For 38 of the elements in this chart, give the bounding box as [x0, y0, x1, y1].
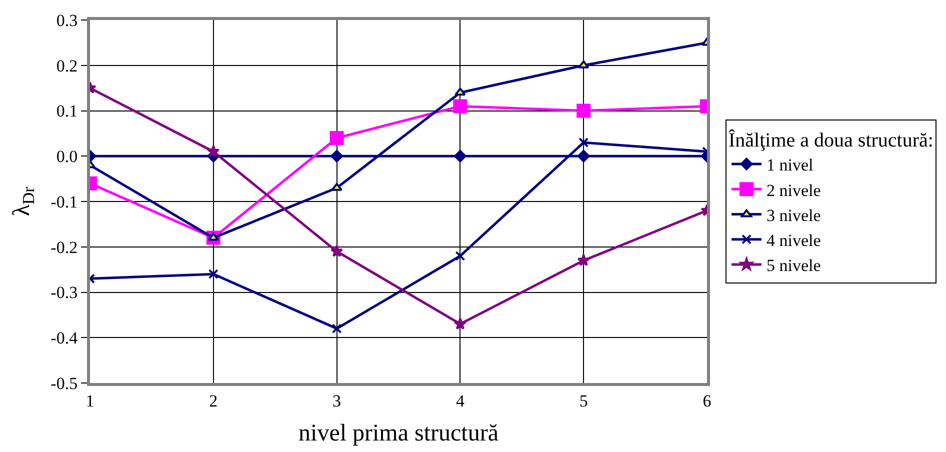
legend-title: Înălţime a doua structură: — [728, 128, 934, 152]
point — [332, 324, 342, 334]
legend-label: 1 nivel — [766, 156, 814, 175]
point — [207, 144, 220, 158]
x-tick-label: 1 — [86, 391, 94, 410]
x-tick-label: 4 — [456, 391, 465, 410]
point — [208, 232, 220, 241]
point — [454, 317, 467, 330]
legend-label: 4 nivele — [766, 230, 821, 250]
point — [330, 150, 343, 162]
x-tick-label: 6 — [702, 391, 712, 410]
point — [330, 244, 344, 257]
point — [330, 130, 344, 145]
y-tick-label: 0.2 — [56, 56, 78, 76]
legend-label: 5 nivele — [766, 256, 821, 276]
y-tick-label: 0.1 — [56, 102, 78, 121]
point — [454, 88, 466, 96]
point — [455, 250, 466, 261]
y-tick-label: 0.0 — [56, 147, 78, 166]
legend-label: 2 nivele — [766, 180, 821, 200]
y-tick-label: -0.2 — [50, 238, 78, 257]
point — [577, 254, 590, 266]
point — [453, 99, 468, 114]
point — [454, 150, 466, 162]
x-tick-label: 2 — [209, 391, 218, 410]
x-axis-title: nivel prima structură — [298, 420, 499, 447]
y-tick-label: -0.3 — [50, 283, 78, 302]
x-tick-label: 3 — [332, 391, 342, 410]
y-tick-label: 0.3 — [56, 10, 78, 30]
point — [331, 182, 342, 191]
y-tick-label: -0.4 — [50, 328, 78, 348]
point — [577, 150, 590, 162]
y-tick-label: -0.5 — [50, 374, 78, 393]
x-tick-label: 5 — [579, 391, 588, 410]
legend-label: 3 nivele — [766, 206, 821, 225]
point — [208, 269, 218, 280]
y-tick-label: -0.1 — [50, 192, 78, 212]
point — [578, 60, 590, 68]
